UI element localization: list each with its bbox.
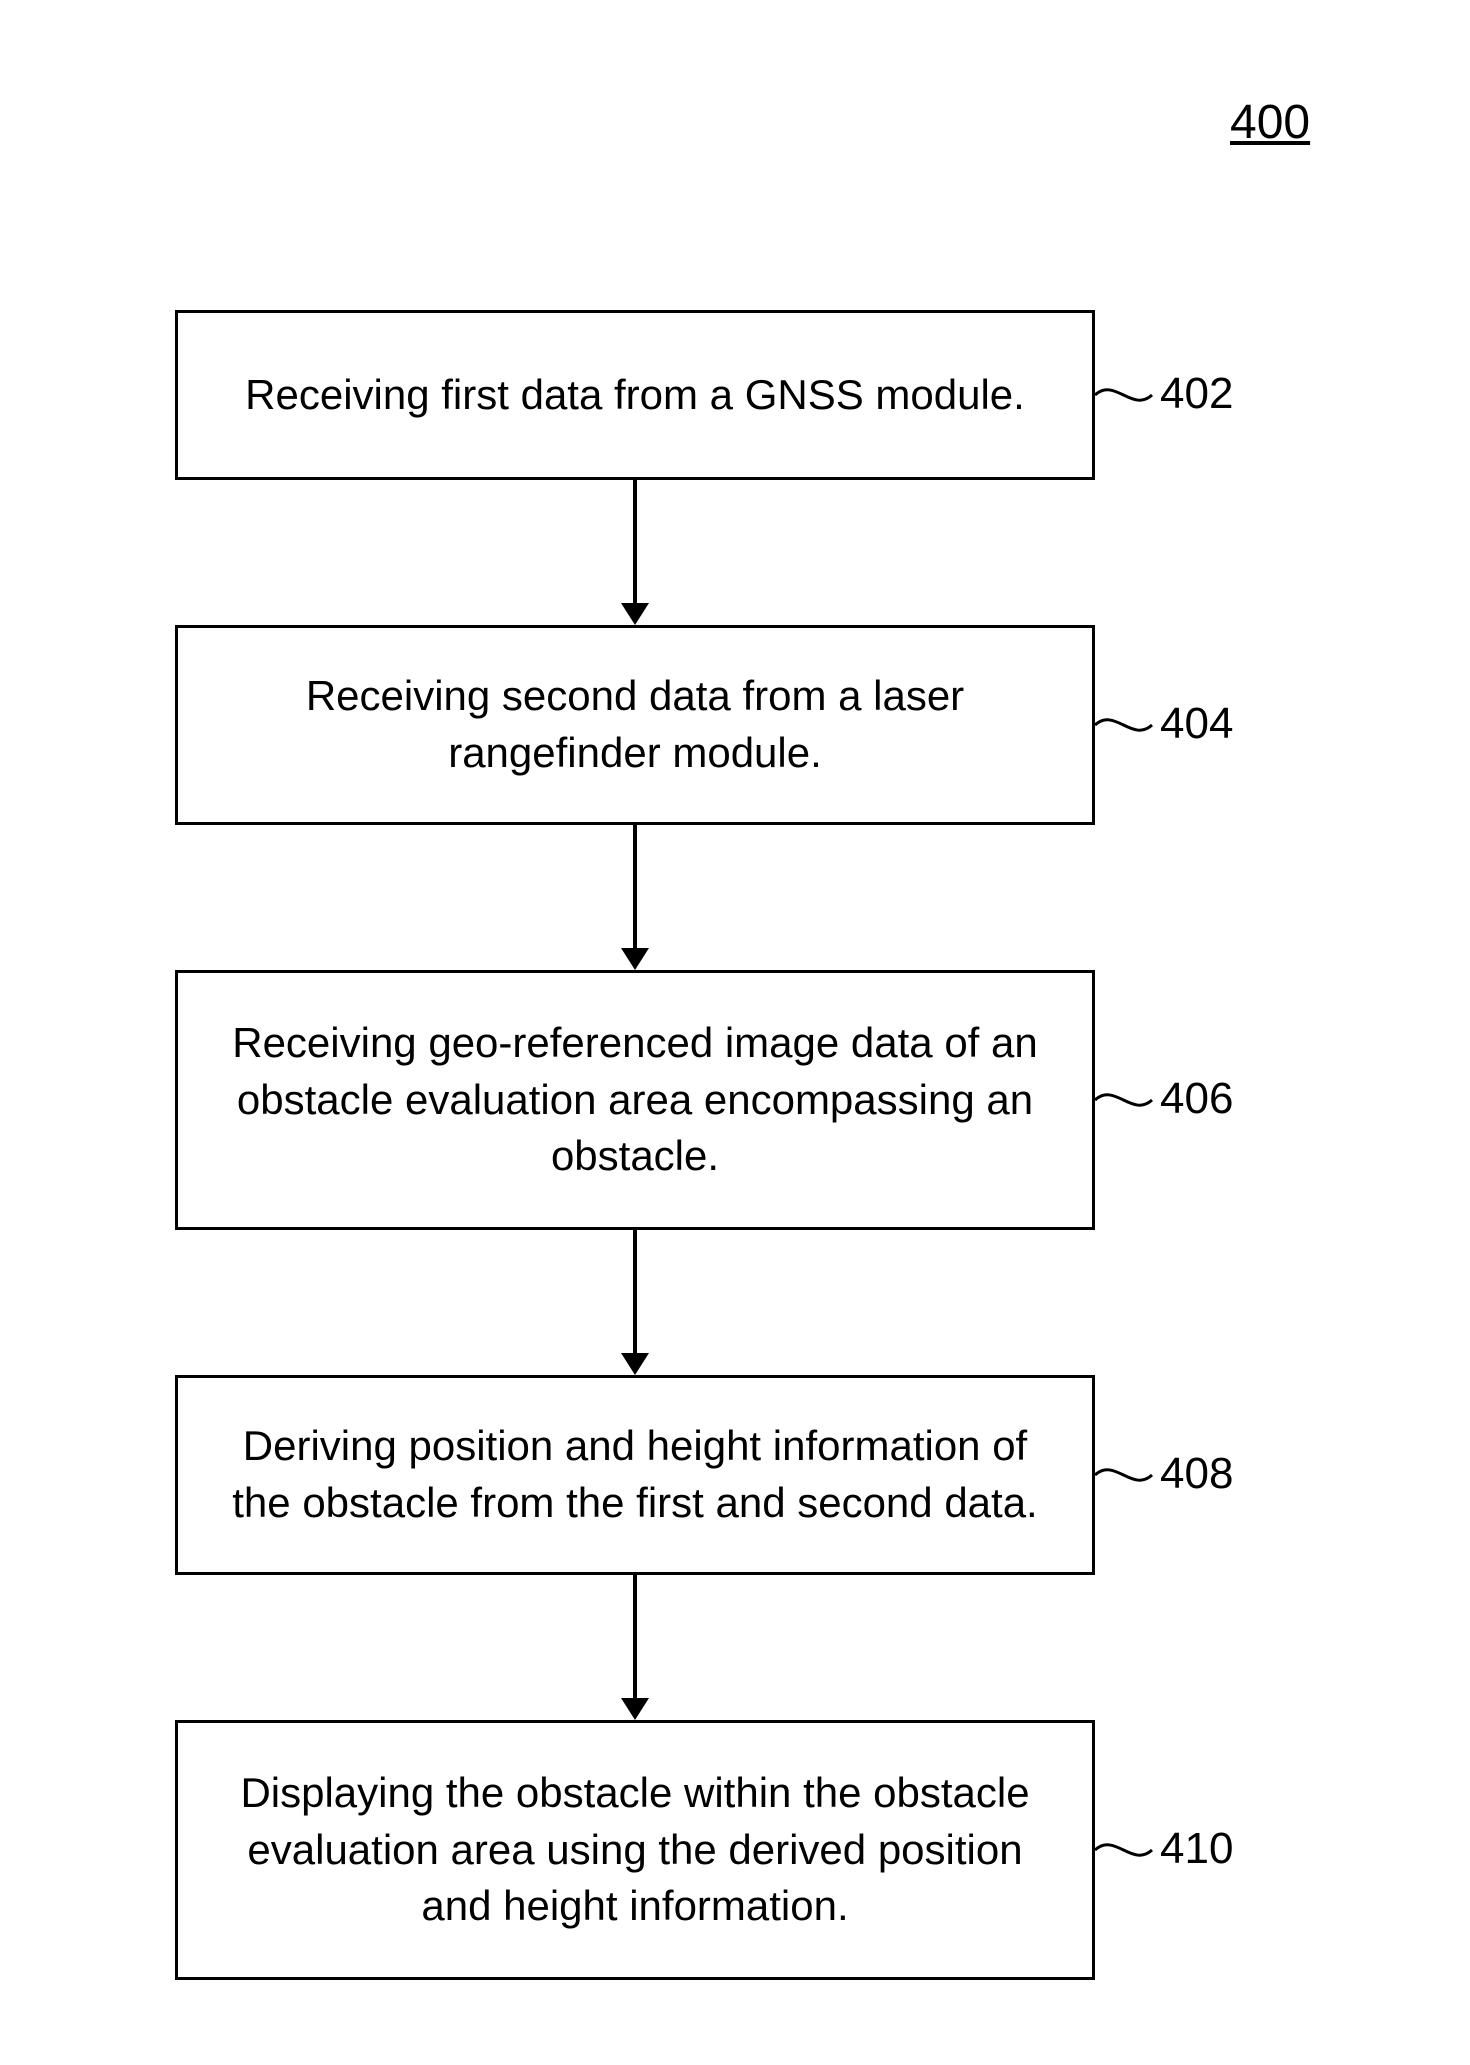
arrow-connector [615, 480, 655, 625]
flowchart-canvas: 400 Receiving first data from a GNSS mod… [0, 0, 1470, 2065]
ref-label-402: 402 [1160, 369, 1233, 419]
flow-node-text: Receiving second data from a laser range… [208, 668, 1062, 781]
ref-label-408: 408 [1160, 1449, 1233, 1499]
flow-node-step-406: Receiving geo-referenced image data of a… [175, 970, 1095, 1230]
flow-node-text: Receiving geo-referenced image data of a… [208, 1015, 1062, 1185]
ref-label-406: 406 [1160, 1074, 1233, 1124]
ref-label-404: 404 [1160, 699, 1233, 749]
flow-node-text: Receiving first data from a GNSS module. [245, 367, 1025, 424]
flow-node-step-404: Receiving second data from a laser range… [175, 625, 1095, 825]
figure-number-label: 400 [1230, 95, 1310, 150]
flow-node-text: Displaying the obstacle within the obsta… [208, 1765, 1062, 1935]
flow-node-text: Deriving position and height information… [208, 1418, 1062, 1531]
arrow-connector [615, 1575, 655, 1720]
flow-node-step-402: Receiving first data from a GNSS module. [175, 310, 1095, 480]
ref-label-410: 410 [1160, 1824, 1233, 1874]
arrow-connector [615, 825, 655, 970]
flow-node-step-408: Deriving position and height information… [175, 1375, 1095, 1575]
arrow-connector [615, 1230, 655, 1375]
flow-node-step-410: Displaying the obstacle within the obsta… [175, 1720, 1095, 1980]
